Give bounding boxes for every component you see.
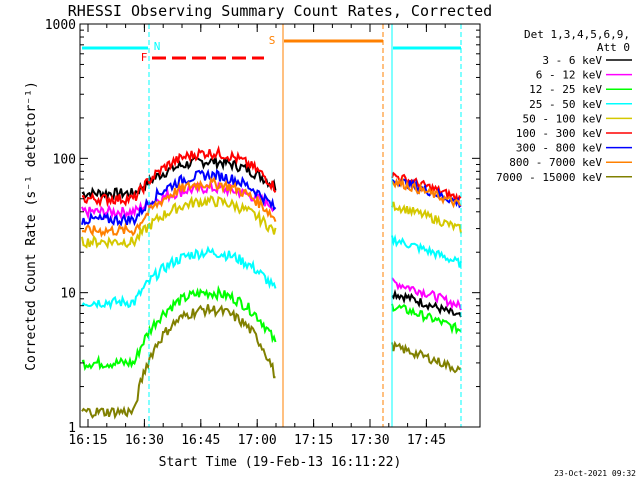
x-tick-label: 17:30 <box>350 433 389 448</box>
legend-entry-label: 800 - 7000 keV <box>509 156 602 169</box>
legend-entry-label: 50 - 100 keV <box>523 112 603 125</box>
series-line-pre <box>81 284 277 372</box>
series-line-pre <box>81 168 277 227</box>
plot-frame <box>79 23 481 428</box>
series-line-post <box>391 303 462 335</box>
x-tick-label: 17:00 <box>238 433 277 448</box>
y-tick-label: 10 <box>60 287 76 302</box>
series-line-pre <box>81 176 277 238</box>
annotation-label: S <box>269 34 276 47</box>
series-line-post <box>391 288 462 318</box>
x-tick-label: 17:15 <box>294 433 333 448</box>
series-line-post <box>391 176 462 209</box>
x-tick-label: 16:15 <box>68 433 107 448</box>
series-line-pre <box>81 304 276 420</box>
legend: Det 1,3,4,5,6,9,Att 03 - 6 keV 6 - 12 keV… <box>496 28 632 184</box>
series-line-pre <box>81 245 277 311</box>
chart-title: RHESSI Observing Summary Count Rates, Co… <box>68 2 492 20</box>
plot-area: NF S <box>81 24 462 427</box>
series-line-pre <box>82 144 277 208</box>
legend-entry-label: 300 - 800 keV <box>516 142 602 155</box>
legend-entry-label: 6 - 12 keV <box>536 69 603 82</box>
x-tick-label: 16:45 <box>181 433 220 448</box>
series-line-post <box>391 201 462 234</box>
x-axis-label: Start Time (19-Feb-13 16:11:22) <box>159 455 402 470</box>
y-axis-label: Corrected Count Rate (s⁻¹ detector⁻¹) <box>24 81 39 371</box>
legend-entry-label: 12 - 25 keV <box>529 83 602 96</box>
y-tick-label: 1 <box>68 421 76 436</box>
y-tick-label: 1000 <box>45 18 76 33</box>
legend-header: Att 0 <box>597 41 630 54</box>
annotation-label: F <box>141 51 148 64</box>
legend-entry-label: 3 - 6 keV <box>542 54 602 67</box>
annotation-label: N <box>154 40 161 53</box>
series-line-post <box>391 277 462 311</box>
legend-entry-label: 7000 - 15000 keV <box>496 171 602 184</box>
footer-date: 23-Oct-2021 09:32 <box>554 469 636 478</box>
legend-entry-label: 25 - 50 keV <box>529 98 602 111</box>
series-line-post <box>391 234 462 268</box>
series-line-post <box>391 340 462 374</box>
x-tick-label: 17:45 <box>407 433 446 448</box>
series-line-pre <box>81 156 277 202</box>
series-line-pre <box>81 195 277 250</box>
axis-ticks: 16:15 16:30 16:45 17:00 17:15 17:30 17:45 1 10 10… <box>45 18 480 448</box>
series-line-post <box>391 171 462 204</box>
y-tick-label: 100 <box>53 152 76 167</box>
legend-entry-label: 100 - 300 keV <box>516 127 602 140</box>
x-tick-label: 16:30 <box>125 433 164 448</box>
legend-header: Det 1,3,4,5,6,9, <box>524 28 630 41</box>
